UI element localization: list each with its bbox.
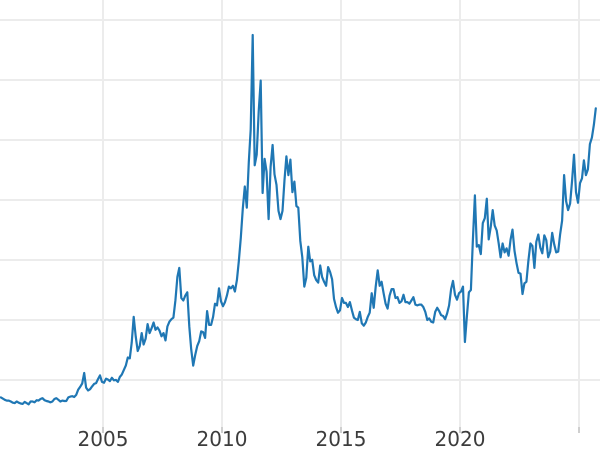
x-tick-label: 2010 [197,427,248,450]
price-line [0,33,597,406]
x-tick-label: 2020 [435,427,486,450]
x-tick-label: 2005 [78,427,129,450]
x-tick-label: 2015 [316,427,367,450]
